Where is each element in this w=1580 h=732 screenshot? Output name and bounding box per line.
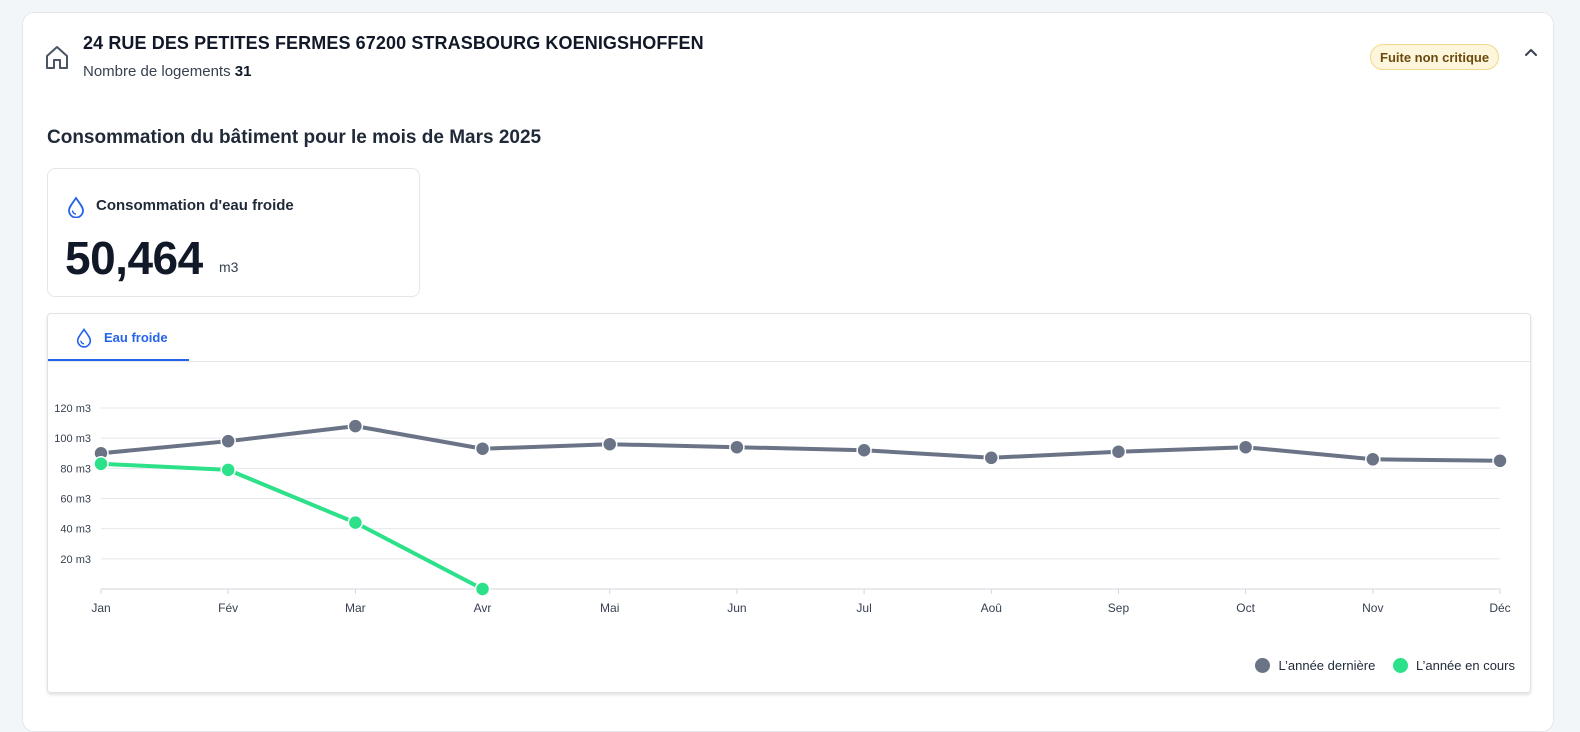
kpi-value: 50,464 bbox=[65, 232, 203, 284]
consumption-line-chart: 20 m3 40 m3 60 m3 80 m3 100 m3 120 m3 Jan Fév Ma… bbox=[54, 403, 1510, 615]
data-point-0 bbox=[601, 436, 618, 452]
section-title: Consommation du bâtiment pour le mois de… bbox=[47, 127, 542, 148]
y-tick-label: 120 m3 bbox=[54, 403, 91, 415]
data-point-0 bbox=[1492, 453, 1508, 469]
legend-swatch-last-year bbox=[1255, 658, 1271, 673]
data-point-1 bbox=[347, 514, 364, 531]
status-badge: Fuite non critique bbox=[1370, 44, 1500, 70]
series-line-0 bbox=[99, 424, 1502, 463]
legend-last-year[interactable]: L’année dernière bbox=[1255, 658, 1375, 673]
y-tick-label: 20 m3 bbox=[60, 554, 91, 566]
data-point-0 bbox=[1237, 439, 1254, 455]
units-count: Nombre de logements 31 bbox=[83, 63, 251, 80]
chevron-up-icon[interactable] bbox=[1523, 45, 1539, 61]
y-tick-label: 40 m3 bbox=[60, 524, 91, 536]
water-drop-icon bbox=[68, 196, 84, 218]
data-point-1 bbox=[474, 581, 491, 597]
kpi-card: Consommation d'eau froide 50,464 m3 bbox=[47, 168, 420, 297]
y-tick-label: 60 m3 bbox=[60, 494, 91, 506]
x-tick-label: Mai bbox=[600, 601, 619, 615]
data-point-0 bbox=[1365, 451, 1381, 468]
x-tick-label: Oct bbox=[1236, 601, 1255, 615]
units-value: 31 bbox=[234, 63, 252, 80]
x-tick-label: Avr bbox=[474, 601, 492, 615]
units-label: Nombre de logements bbox=[83, 63, 231, 80]
x-tick-label: Jul bbox=[856, 601, 871, 615]
data-point-0 bbox=[1110, 443, 1127, 460]
x-tick-label: Mar bbox=[345, 601, 366, 615]
data-point-0 bbox=[856, 442, 872, 458]
tab-bar: Eau froide bbox=[48, 314, 1530, 362]
data-point-1 bbox=[93, 456, 109, 472]
series-line-1 bbox=[99, 461, 485, 591]
data-point-0 bbox=[347, 418, 364, 434]
data-point-0 bbox=[983, 450, 1000, 466]
legend-current-year[interactable]: L’année en cours bbox=[1392, 658, 1515, 673]
legend-swatch-current-year bbox=[1392, 658, 1408, 673]
tab-label: Eau froide bbox=[104, 330, 168, 345]
data-point-0 bbox=[729, 439, 745, 455]
home-icon bbox=[46, 46, 68, 69]
x-tick-label: Sep bbox=[1108, 601, 1130, 615]
x-tick-label: Déc bbox=[1489, 601, 1510, 615]
y-tick-label: 80 m3 bbox=[60, 463, 91, 475]
building-card: 24 RUE DES PETITES FERMES 67200 STRASBOU… bbox=[22, 12, 1554, 732]
legend-label-last-year: L’année dernière bbox=[1278, 658, 1376, 673]
x-tick-label: Jun bbox=[727, 601, 746, 615]
y-tick-label: 100 m3 bbox=[54, 433, 91, 445]
water-drop-icon bbox=[76, 327, 92, 348]
x-tick-label: Aoû bbox=[981, 601, 1002, 615]
x-tick-label: Fév bbox=[218, 601, 238, 615]
chart-legend: L’année dernière L’année en cours bbox=[1241, 658, 1515, 673]
chart-panel: Eau froide 20 m3 40 m3 60 m3 80 m3 100 m3 120… bbox=[47, 313, 1531, 693]
kpi-unit: m3 bbox=[219, 259, 239, 275]
data-point-1 bbox=[220, 462, 236, 478]
legend-label-current-year: L’année en cours bbox=[1415, 658, 1515, 673]
data-point-0 bbox=[474, 440, 491, 457]
building-address: 24 RUE DES PETITES FERMES 67200 STRASBOU… bbox=[83, 33, 704, 53]
kpi-label: Consommation d'eau froide bbox=[96, 197, 294, 214]
data-point-0 bbox=[220, 433, 236, 449]
x-tick-label: Nov bbox=[1362, 601, 1383, 615]
tab-cold-water[interactable]: Eau froide bbox=[48, 314, 189, 361]
x-tick-label: Jan bbox=[91, 601, 110, 615]
